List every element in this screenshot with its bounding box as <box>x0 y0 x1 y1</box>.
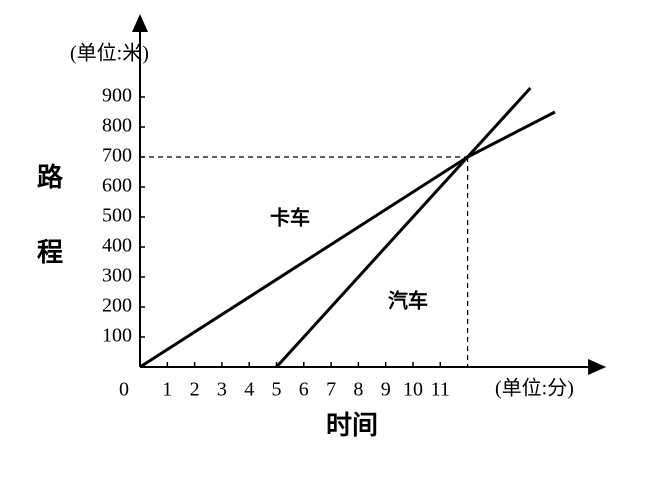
series-line <box>275 86 532 369</box>
x-tick-label: 10 <box>403 379 423 401</box>
series-line <box>139 110 556 369</box>
x-tick-label: 4 <box>244 379 254 401</box>
x-tick-label: 5 <box>272 379 282 401</box>
y-tick-label: 700 <box>102 145 132 167</box>
y-tick-label: 400 <box>102 235 132 257</box>
y-tick-label: 200 <box>102 295 132 317</box>
y-label-char: 路 <box>37 162 64 192</box>
x-tick-label: 1 <box>162 379 172 401</box>
x-tick-label: 11 <box>431 379 450 401</box>
x-tick-label: 6 <box>299 379 309 401</box>
x-tick-label: 2 <box>190 379 200 401</box>
x-tick-label: 3 <box>217 379 227 401</box>
x-tick-label: 9 <box>381 379 391 401</box>
x-label: 时间 <box>326 411 378 440</box>
x-tick-label: 0 <box>119 379 129 401</box>
y-label-char: 程 <box>37 238 63 267</box>
x-unit: (单位:分) <box>495 377 574 400</box>
y-tick-label: 800 <box>102 115 132 137</box>
series-label: 卡车 <box>270 206 310 230</box>
series-label: 汽车 <box>388 289 428 313</box>
y-tick-label: 300 <box>102 265 132 287</box>
x-tick-label: 8 <box>353 379 363 401</box>
x-tick-label: 7 <box>326 379 336 401</box>
y-unit: (单位:米) <box>70 42 149 65</box>
y-tick-label: 100 <box>102 325 132 347</box>
y-tick-label: 900 <box>102 85 132 107</box>
y-tick-label: 600 <box>102 175 132 197</box>
y-tick-label: 500 <box>102 205 132 227</box>
y-label: 路程 <box>37 162 64 267</box>
